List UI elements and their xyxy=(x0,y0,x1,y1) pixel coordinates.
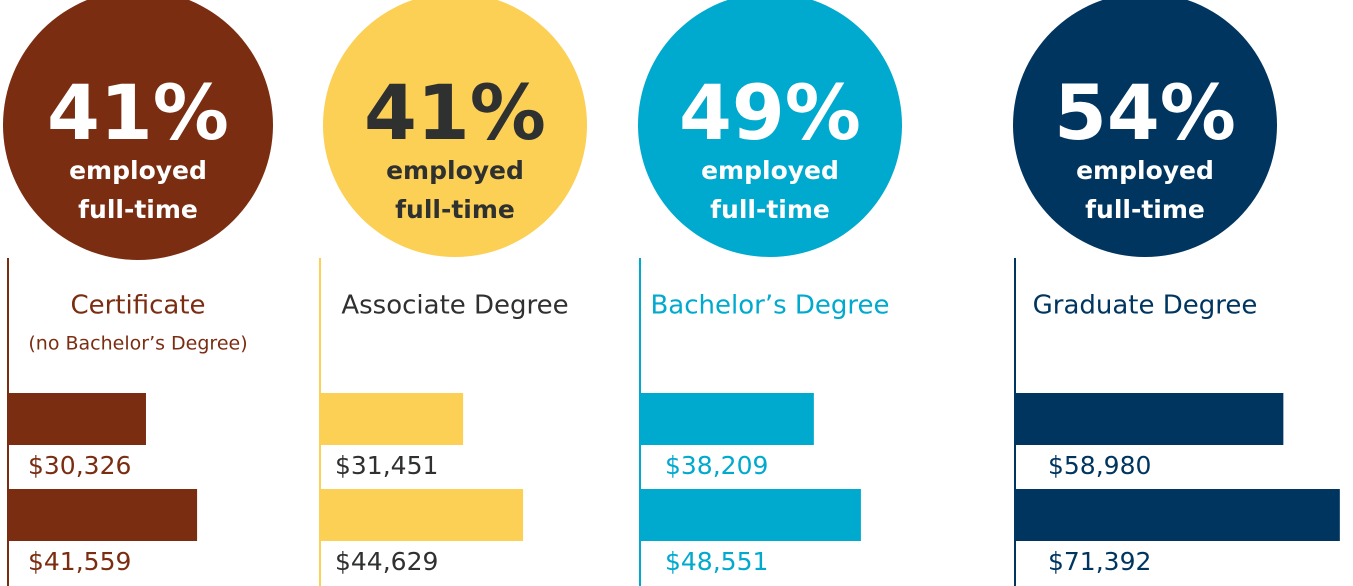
degree-title: Graduate Degree xyxy=(1033,291,1258,321)
caption: full-time xyxy=(395,195,515,224)
bar xyxy=(1015,489,1340,541)
caption: full-time xyxy=(710,195,830,224)
caption: full-time xyxy=(78,195,198,224)
percent-label: 41% xyxy=(47,68,229,157)
bar xyxy=(8,393,146,445)
caption: employed xyxy=(386,156,524,185)
bar xyxy=(640,393,814,445)
caption: full-time xyxy=(1085,195,1205,224)
value-label: $48,551 xyxy=(665,547,768,576)
percent-label: 54% xyxy=(1054,68,1236,157)
value-label: $41,559 xyxy=(28,547,131,576)
value-label: $58,980 xyxy=(1048,451,1151,480)
percent-circle xyxy=(323,0,587,257)
value-label: $38,209 xyxy=(665,451,768,480)
percent-label: 41% xyxy=(364,68,546,157)
value-label: $71,392 xyxy=(1048,547,1151,576)
caption: employed xyxy=(1076,156,1214,185)
percent-circle xyxy=(3,0,273,260)
value-label: $31,451 xyxy=(335,451,438,480)
bar xyxy=(320,393,464,445)
bar xyxy=(8,489,198,541)
value-label: $30,326 xyxy=(28,451,131,480)
bar xyxy=(1015,393,1284,445)
bar xyxy=(320,489,524,541)
percent-circle xyxy=(1013,0,1277,257)
value-label: $44,629 xyxy=(335,547,438,576)
caption: employed xyxy=(69,156,207,185)
percent-circle xyxy=(638,0,902,257)
degree-subtitle: (no Bachelor’s Degree) xyxy=(28,333,247,355)
degree-title: Associate Degree xyxy=(341,291,568,321)
caption: employed xyxy=(701,156,839,185)
percent-label: 49% xyxy=(679,68,861,157)
bar xyxy=(640,489,861,541)
degree-title: Bachelor’s Degree xyxy=(650,291,889,321)
degree-title: Certificate xyxy=(70,291,205,321)
